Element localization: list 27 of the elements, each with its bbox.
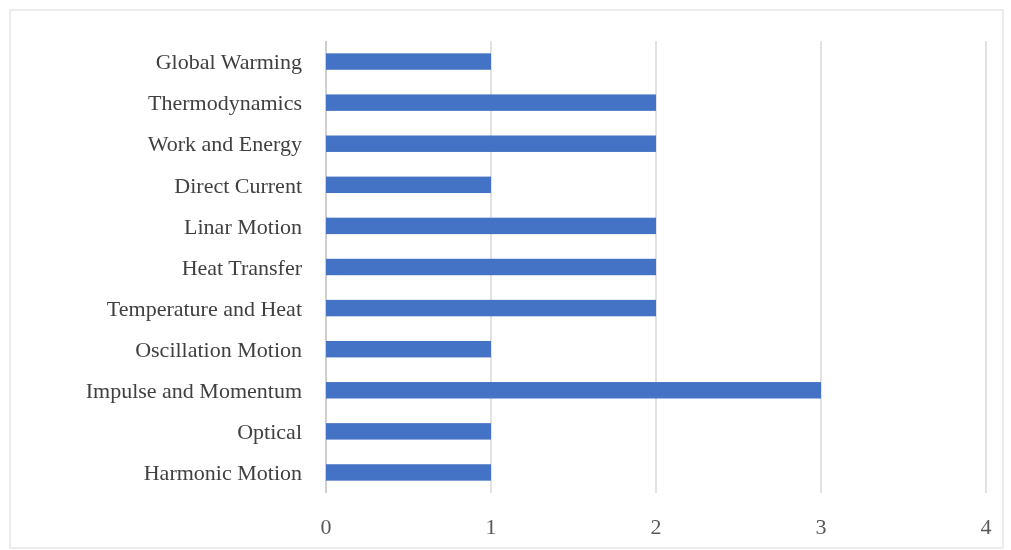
- bar: [326, 382, 821, 399]
- bar: [326, 135, 656, 152]
- bar: [326, 217, 656, 235]
- x-tick-label: 4: [980, 514, 992, 539]
- bar: [326, 464, 491, 481]
- y-tick-label: Harmonic Motion: [143, 460, 302, 486]
- y-tick-label: Work and Energy: [147, 131, 302, 157]
- y-tick-label: Temperature and Heat: [106, 295, 302, 321]
- y-tick-label: Impulse and Momentum: [85, 377, 302, 403]
- bar: [326, 53, 491, 70]
- x-tick-label: 0: [320, 514, 332, 539]
- bar: [326, 258, 656, 276]
- y-tick-label: Oscillation Motion: [135, 336, 302, 362]
- x-tick-label: 1: [485, 514, 497, 539]
- x-tick-label: 3: [815, 514, 827, 539]
- bar: [326, 423, 491, 440]
- y-tick-label: Heat Transfer: [181, 254, 303, 280]
- x-tick-label: 2: [650, 514, 662, 539]
- bar: [326, 340, 491, 358]
- bar: [326, 176, 491, 194]
- y-tick-label: Direct Current: [174, 172, 302, 198]
- y-tick-label: Thermodynamics: [148, 90, 302, 116]
- bar: [326, 299, 656, 317]
- y-tick-label: Optical: [237, 419, 302, 445]
- y-tick-label: Linar Motion: [184, 213, 302, 239]
- y-tick-label: Global Warming: [155, 49, 302, 75]
- bar: [326, 94, 656, 111]
